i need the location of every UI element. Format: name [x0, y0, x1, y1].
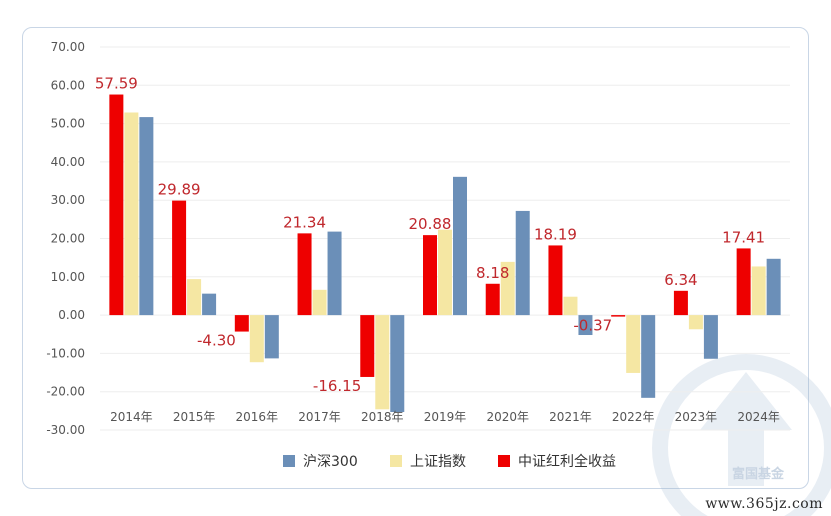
data-label: 8.18: [476, 264, 509, 282]
legend-swatch: [390, 455, 402, 467]
bar-shanghai: [187, 279, 202, 316]
y-tick-label: 0.00: [58, 308, 85, 322]
data-label: 6.34: [664, 271, 697, 289]
x-tick-label: 2020年: [486, 410, 529, 424]
y-tick-label: -20.00: [46, 385, 85, 399]
bar-shanghai: [500, 261, 515, 316]
y-tick-label: 20.00: [51, 232, 85, 246]
x-tick-label: 2023年: [675, 410, 718, 424]
bar-csi300: [390, 315, 405, 412]
x-tick-label: 2021年: [549, 410, 592, 424]
bar-shanghai: [751, 266, 766, 316]
bar-shanghai: [249, 315, 264, 363]
bar-shanghai: [626, 315, 641, 373]
legend-label: 沪深300: [303, 454, 358, 470]
bar-shanghai: [563, 296, 578, 316]
data-label: 21.34: [283, 213, 326, 231]
y-tick-label: 10.00: [51, 270, 85, 284]
y-tick-label: -10.00: [46, 346, 85, 360]
data-label: -4.30: [197, 332, 236, 350]
bar-csi300: [641, 315, 656, 398]
y-tick-label: 70.00: [51, 40, 85, 54]
data-label: 57.59: [95, 75, 138, 93]
data-label: 17.41: [722, 228, 765, 246]
bar-shanghai: [375, 315, 390, 410]
fund-logo-watermark: [652, 354, 831, 516]
legend-label: 上证指数: [410, 454, 466, 470]
x-tick-label: 2015年: [173, 410, 216, 424]
x-tick-label: 2018年: [361, 410, 404, 424]
bar-dividend: [485, 283, 500, 316]
footer-url: www.365jz.com: [705, 496, 823, 512]
x-tick-label: 2014年: [110, 410, 153, 424]
bar-dividend: [297, 233, 312, 316]
data-label: 18.19: [534, 225, 577, 243]
x-tick-label: 2016年: [236, 410, 279, 424]
data-label: 20.88: [409, 215, 452, 233]
bar-dividend: [736, 248, 751, 316]
bar-dividend: [548, 245, 563, 316]
bar-csi300: [264, 315, 279, 359]
bar-dividend: [109, 94, 124, 316]
bar-dividend: [673, 290, 688, 316]
legend-label: 中证红利全收益: [518, 453, 616, 470]
data-label: -0.37: [573, 317, 612, 335]
data-label: 29.89: [158, 181, 201, 199]
bar-dividend: [423, 235, 437, 316]
y-tick-label: -30.00: [46, 423, 85, 437]
bar-dividend: [172, 200, 187, 316]
bar-dividend: [360, 315, 375, 377]
bar-dividend: [611, 315, 626, 317]
y-tick-label: 60.00: [51, 78, 85, 92]
bar-csi300: [578, 315, 593, 336]
y-tick-label: 50.00: [51, 117, 85, 131]
watermark-label: 富国基金: [732, 466, 785, 482]
bar-shanghai: [312, 289, 327, 316]
y-tick-label: 40.00: [51, 155, 85, 169]
x-tick-label: 2022年: [612, 410, 655, 424]
bar-csi300: [515, 210, 530, 316]
bar-dividend: [234, 315, 249, 332]
bar-csi300: [703, 315, 718, 359]
bar-csi300: [202, 293, 217, 316]
bar-shanghai: [124, 112, 139, 316]
bar-csi300: [139, 117, 154, 316]
bar-shanghai: [688, 315, 703, 330]
data-label: -16.15: [313, 377, 361, 395]
x-tick-label: 2019年: [424, 410, 467, 424]
bar-shanghai: [438, 229, 452, 316]
legend-swatch: [283, 455, 295, 467]
legend-swatch: [498, 455, 510, 467]
x-tick-label: 2017年: [298, 410, 341, 424]
y-tick-label: 30.00: [51, 193, 85, 207]
bar-csi300: [327, 231, 342, 316]
bar-csi300: [453, 176, 467, 316]
bar-csi300: [766, 258, 781, 316]
x-tick-label: 2024年: [737, 410, 780, 424]
